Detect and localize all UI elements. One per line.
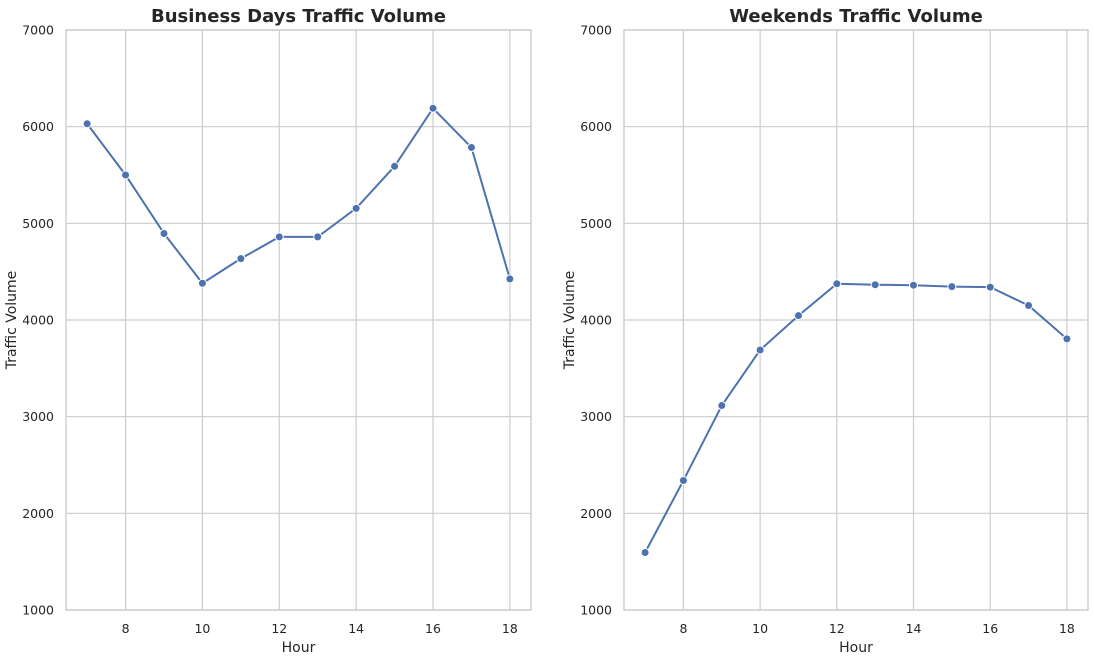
data-point <box>640 547 650 557</box>
data-point <box>466 142 476 152</box>
x-tick-label: 14 <box>348 621 364 636</box>
x-tick-label: 18 <box>1059 621 1075 636</box>
y-tick-label: 3000 <box>22 409 54 424</box>
y-tick-label: 3000 <box>580 409 612 424</box>
x-tick-label: 12 <box>271 621 287 636</box>
data-point <box>755 345 765 355</box>
data-point <box>351 203 361 213</box>
y-tick-label: 2000 <box>22 506 54 521</box>
x-tick-label: 12 <box>829 621 845 636</box>
weekend-chart-title: Weekends Traffic Volume <box>729 6 983 27</box>
data-point <box>428 103 438 113</box>
y-tick-label: 1000 <box>580 603 612 618</box>
x-tick-label: 10 <box>194 621 210 636</box>
data-point <box>717 401 727 411</box>
x-axis-label: Hour <box>282 640 316 656</box>
business-chart: 8 10 12 14 16 18 1000 2000 3000 4000 5000 6000 7000 B… <box>4 6 532 656</box>
business-chart-title: Business Days Traffic Volume <box>151 6 446 27</box>
y-tick-label: 4000 <box>580 313 612 328</box>
data-point <box>870 280 880 290</box>
x-tick-label: 18 <box>502 621 518 636</box>
x-tick-label: 16 <box>982 621 998 636</box>
y-tick-label: 2000 <box>580 506 612 521</box>
y-axis-label: Traffic Volume <box>562 271 578 371</box>
y-tick-label: 6000 <box>580 119 612 134</box>
series-line <box>644 282 1068 553</box>
x-tick-label: 8 <box>122 621 130 636</box>
y-axis-label: Traffic Volume <box>4 271 20 371</box>
series-line <box>86 107 511 285</box>
y-tick-label: 4000 <box>22 313 54 328</box>
data-point <box>505 274 515 284</box>
data-point <box>832 279 842 289</box>
data-point <box>197 278 207 288</box>
y-tick-label: 1000 <box>22 603 54 618</box>
data-point <box>1062 334 1072 344</box>
y-tick-label: 6000 <box>22 119 54 134</box>
data-point <box>236 254 246 264</box>
x-tick-label: 10 <box>752 621 768 636</box>
y-tick-label: 5000 <box>580 216 612 231</box>
data-point <box>793 311 803 321</box>
y-tick-label: 5000 <box>22 216 54 231</box>
plot-frame <box>623 29 1089 611</box>
data-point <box>1024 301 1034 310</box>
data-point <box>678 475 688 485</box>
data-point <box>313 232 323 242</box>
weekend-chart: 8 10 12 14 16 18 1000 2000 3000 4000 5000 6000 7000 W… <box>562 6 1089 656</box>
y-tick-label: 7000 <box>580 23 612 38</box>
data-point <box>82 119 92 129</box>
data-point <box>390 161 400 171</box>
plot-frame <box>65 29 532 611</box>
data-point <box>274 232 284 242</box>
data-point <box>909 280 919 290</box>
x-tick-label: 14 <box>906 621 922 636</box>
x-tick-label: 8 <box>679 621 687 636</box>
x-axis-label: Hour <box>839 640 873 656</box>
data-point <box>121 170 131 180</box>
x-tick-label: 16 <box>425 621 441 636</box>
data-point <box>947 282 957 292</box>
y-tick-label: 7000 <box>22 23 54 38</box>
data-point <box>159 228 169 238</box>
data-point <box>985 282 995 292</box>
